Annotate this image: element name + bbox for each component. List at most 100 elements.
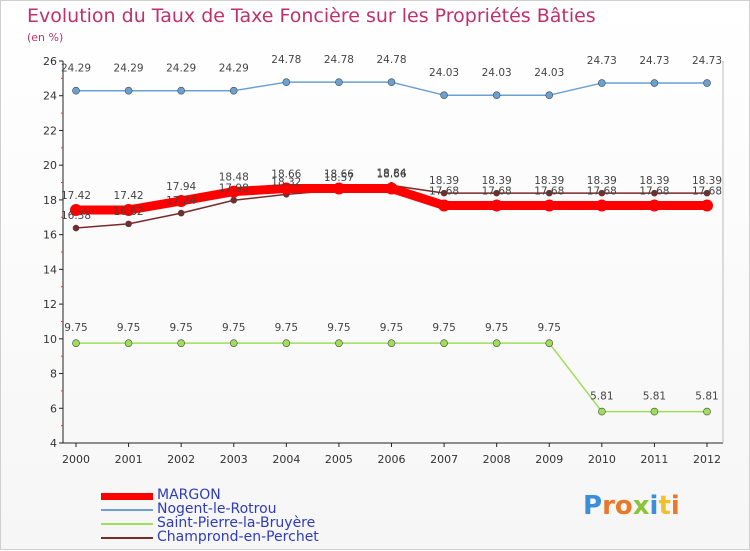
x-tick-label: 2002 xyxy=(167,453,195,466)
y-tick-label: 14 xyxy=(43,263,57,276)
data-point xyxy=(648,199,661,212)
data-label: 9.75 xyxy=(64,322,87,334)
y-tick-label: 6 xyxy=(50,402,57,415)
data-point xyxy=(440,339,448,347)
data-label: 17.68 xyxy=(692,185,722,197)
legend-label: Nogent-le-Rotrou xyxy=(157,501,277,517)
data-point xyxy=(335,78,343,86)
data-point xyxy=(492,91,501,100)
data-point xyxy=(490,199,503,212)
data-point xyxy=(72,224,80,232)
logo-letter: o xyxy=(614,491,633,521)
data-point xyxy=(650,407,659,416)
data-label: 24.03 xyxy=(429,67,459,79)
data-label: 24.78 xyxy=(271,54,301,66)
data-label: 24.78 xyxy=(376,54,406,66)
logo-letter: P xyxy=(583,491,603,521)
data-point xyxy=(598,189,606,197)
data-label: 24.73 xyxy=(639,55,669,67)
data-point xyxy=(125,220,132,228)
data-point xyxy=(650,79,659,87)
x-tick-label: 2004 xyxy=(272,453,300,466)
logo-letter: i xyxy=(649,491,659,521)
legend-swatch xyxy=(101,492,153,500)
data-label: 18.39 xyxy=(534,175,564,187)
data-label: 17.24 xyxy=(166,195,196,207)
x-tick-label: 2008 xyxy=(483,453,511,466)
data-point xyxy=(385,182,398,195)
data-label: 17.42 xyxy=(61,190,91,202)
data-label: 18.39 xyxy=(639,175,669,187)
y-tick-label: 8 xyxy=(50,368,57,381)
legend-label: Champrond-en-Perchet xyxy=(157,529,319,545)
y-tick-label: 20 xyxy=(43,159,57,172)
data-point xyxy=(703,407,711,416)
data-point xyxy=(545,91,554,100)
data-point xyxy=(280,182,293,195)
data-label: 9.75 xyxy=(538,322,561,334)
data-label: 24.03 xyxy=(482,67,512,79)
data-label: 9.75 xyxy=(275,322,298,334)
legend-swatch xyxy=(101,537,153,539)
data-point xyxy=(703,79,711,87)
data-label: 24.29 xyxy=(219,63,249,75)
data-label: 18.66 xyxy=(376,168,406,180)
data-point xyxy=(177,209,185,217)
data-point xyxy=(70,203,82,216)
data-label: 16.38 xyxy=(61,210,91,222)
data-label: 18.39 xyxy=(587,175,617,187)
data-point xyxy=(598,79,606,87)
data-label: 18.57 xyxy=(324,172,354,184)
data-label: 17.98 xyxy=(219,182,249,194)
data-point xyxy=(595,199,608,212)
data-point xyxy=(230,196,238,204)
data-label: 9.75 xyxy=(380,322,403,334)
data-point xyxy=(282,339,291,347)
data-label: 18.39 xyxy=(429,175,459,187)
data-label: 18.84 xyxy=(376,167,406,179)
data-label: 17.68 xyxy=(482,185,512,197)
data-label: 5.81 xyxy=(695,391,718,403)
data-point xyxy=(335,339,343,347)
data-label: 24.29 xyxy=(166,63,196,75)
data-label: 18.48 xyxy=(219,172,249,184)
data-label: 24.29 xyxy=(61,63,91,75)
data-label: 24.73 xyxy=(587,55,617,67)
data-point xyxy=(72,86,80,95)
y-tick-label: 12 xyxy=(43,298,57,311)
data-label: 18.66 xyxy=(324,168,354,180)
data-point xyxy=(229,86,238,95)
data-label: 24.03 xyxy=(534,67,564,79)
data-point xyxy=(438,199,451,212)
logo-letter: x xyxy=(632,491,650,521)
data-point xyxy=(387,78,396,86)
data-point xyxy=(545,189,553,197)
data-point xyxy=(175,194,188,207)
data-label: 17.68 xyxy=(534,185,564,197)
y-tick-label: 10 xyxy=(43,333,57,346)
legend-label: MARGON xyxy=(157,487,221,503)
data-label: 9.75 xyxy=(117,322,140,334)
data-point xyxy=(651,189,658,197)
data-point xyxy=(124,339,133,347)
data-label: 5.81 xyxy=(590,391,613,403)
y-tick-label: 24 xyxy=(43,90,57,103)
data-label: 17.68 xyxy=(429,185,459,197)
x-tick-label: 2012 xyxy=(693,453,721,466)
data-point xyxy=(703,189,711,197)
data-point xyxy=(227,185,240,198)
data-point xyxy=(545,339,554,347)
x-tick-label: 2003 xyxy=(220,453,248,466)
data-label: 18.32 xyxy=(271,176,301,188)
data-point xyxy=(124,86,133,95)
data-point xyxy=(543,199,556,212)
data-label: 17.68 xyxy=(587,185,617,197)
data-label: 9.75 xyxy=(169,322,192,334)
data-label: 24.78 xyxy=(324,54,354,66)
x-tick-label: 2009 xyxy=(535,453,563,466)
data-label: 9.75 xyxy=(222,322,245,334)
data-label: 9.75 xyxy=(327,322,350,334)
legend-label: Saint-Pierre-la-Bruyère xyxy=(157,515,316,531)
data-point xyxy=(598,407,606,416)
